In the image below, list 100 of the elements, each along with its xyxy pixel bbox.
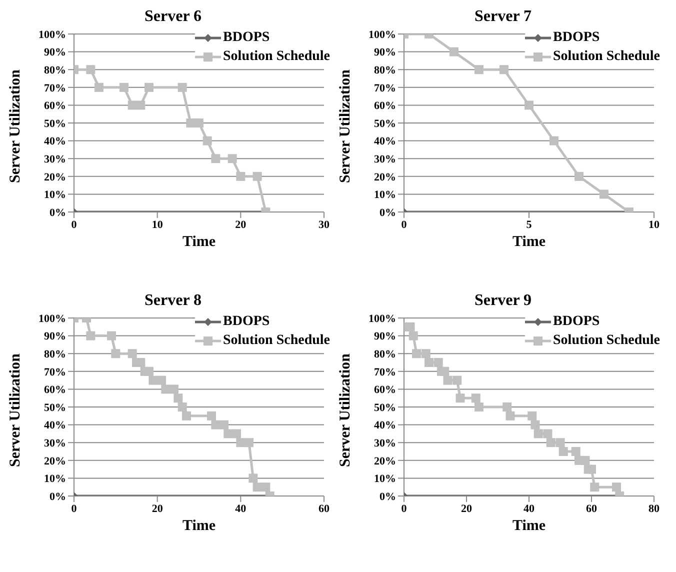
point — [421, 349, 430, 358]
legend-label: Solution Schedule — [553, 332, 660, 350]
y-tick-label: 0% — [50, 490, 66, 503]
y-tick-label: 40% — [374, 420, 396, 432]
point — [612, 482, 621, 492]
point — [474, 402, 484, 412]
chart-title: Server 8 — [143, 292, 202, 311]
y-tick-label: 50% — [44, 402, 66, 414]
y-axis-title: Server Utilization — [7, 68, 24, 183]
y-tick-label: 70% — [374, 82, 396, 94]
point — [450, 47, 458, 56]
x-tick-label: 5 — [526, 218, 532, 231]
legend-label: BDOPS — [553, 313, 600, 331]
y-tick-label: 50% — [374, 402, 396, 414]
legend-label: Solution Schedule — [223, 332, 330, 350]
y-tick-label: 80% — [44, 348, 66, 361]
y-tick-label: 20% — [44, 455, 66, 468]
x-tick-label: 20 — [152, 502, 164, 515]
point — [144, 366, 154, 376]
x-tick-label: 80 — [648, 502, 660, 515]
point — [157, 376, 166, 385]
point — [194, 118, 204, 128]
y-tick-label: 90% — [374, 46, 396, 59]
point — [170, 384, 178, 394]
point — [443, 376, 452, 385]
x-tick-label: 10 — [152, 218, 164, 231]
point — [524, 100, 534, 110]
point — [456, 394, 465, 403]
point — [207, 411, 216, 420]
point — [236, 438, 246, 448]
y-tick-label: 60% — [374, 384, 396, 396]
x-tick-label: 0 — [71, 218, 78, 231]
legend-label: BDOPS — [223, 29, 270, 47]
point — [244, 438, 254, 448]
x-tick-label: 0 — [401, 218, 408, 231]
point — [178, 82, 187, 92]
point — [211, 420, 220, 430]
y-tick-label: 20% — [44, 171, 66, 184]
y-tick-label: 80% — [44, 64, 66, 77]
y-tick-label: 40% — [374, 136, 396, 148]
legend-label: BDOPS — [223, 313, 270, 331]
point — [228, 154, 237, 164]
y-tick-label: 10% — [44, 473, 66, 486]
point — [590, 482, 600, 492]
point — [440, 366, 450, 376]
y-tick-label: 70% — [374, 366, 396, 378]
point — [186, 118, 196, 128]
point — [434, 358, 443, 367]
chart-title: Server 7 — [473, 8, 532, 27]
point — [502, 402, 512, 412]
point — [406, 322, 415, 332]
point — [174, 394, 183, 403]
x-tick-label: 0 — [401, 502, 408, 515]
legend-label: Solution Schedule — [553, 48, 660, 66]
point — [211, 154, 220, 164]
point — [144, 82, 154, 92]
point — [161, 384, 170, 394]
y-tick-label: 70% — [44, 82, 66, 94]
y-axis-title: Server Utilization — [337, 68, 354, 183]
point — [412, 349, 421, 358]
x-tick-label: 40 — [235, 502, 247, 515]
point — [452, 376, 462, 385]
x-tick-label: 20 — [235, 218, 247, 231]
y-tick-label: 100% — [38, 312, 66, 325]
y-tick-label: 30% — [374, 154, 396, 166]
y-tick-label: 40% — [44, 136, 66, 148]
x-axis-title: Time — [512, 518, 546, 534]
y-tick-label: 90% — [44, 46, 66, 59]
point — [128, 349, 137, 358]
x-tick-label: 20 — [461, 502, 472, 515]
y-axis-title: Server Utilization — [7, 352, 24, 467]
point — [224, 429, 233, 438]
point — [136, 100, 146, 110]
x-tick-label: 60 — [318, 502, 330, 515]
point — [120, 82, 128, 92]
y-tick-label: 30% — [374, 438, 396, 450]
x-tick-label: 40 — [524, 502, 535, 515]
legend-label: Solution Schedule — [223, 48, 330, 66]
y-tick-label: 20% — [374, 455, 396, 468]
y-tick-label: 80% — [374, 64, 396, 77]
point — [506, 411, 515, 420]
point — [236, 172, 246, 181]
y-tick-label: 0% — [380, 206, 396, 219]
y-tick-label: 0% — [380, 490, 396, 503]
point — [534, 429, 543, 438]
point — [556, 438, 565, 448]
x-axis-title: Time — [182, 518, 216, 534]
y-tick-label: 20% — [374, 171, 396, 184]
y-tick-label: 90% — [374, 330, 396, 343]
y-tick-label: 70% — [44, 366, 66, 378]
y-tick-label: 10% — [374, 473, 396, 486]
point — [424, 358, 434, 367]
point — [182, 411, 191, 420]
point — [107, 331, 116, 340]
y-tick-label: 100% — [38, 28, 66, 41]
y-tick-label: 100% — [368, 28, 396, 41]
point — [587, 464, 596, 474]
point — [574, 172, 584, 181]
y-tick-label: 80% — [374, 348, 396, 361]
y-tick-label: 100% — [368, 312, 396, 325]
